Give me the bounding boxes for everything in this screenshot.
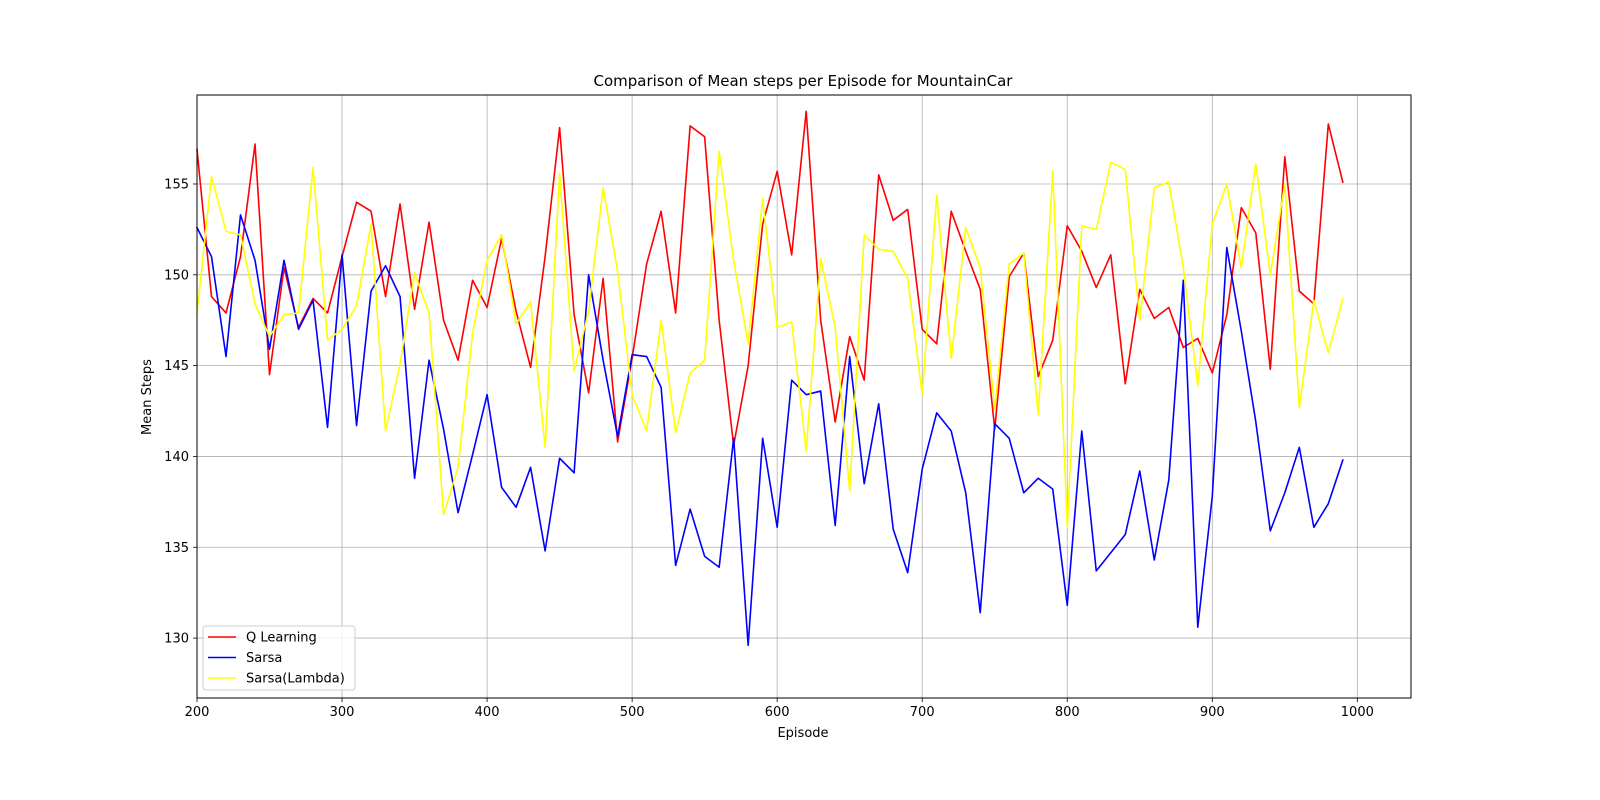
y-tick-label: 155 [164,177,189,192]
y-tick-label: 145 [164,359,189,374]
y-tick-label: 150 [164,268,189,283]
x-tick-label: 1000 [1341,705,1374,720]
x-tick-label: 700 [910,705,935,720]
series-line-sarsa-lambda [196,150,1344,529]
y-tick-label: 130 [164,632,189,647]
series-line-q-learning [196,110,1344,447]
chart-title: Comparison of Mean steps per Episode for… [594,72,1014,90]
x-tick-label: 900 [1200,705,1225,720]
series-lines [195,110,1344,647]
legend-box [202,625,356,691]
legend-label-sarsa-lambda: Sarsa(Lambda) [246,672,345,687]
x-tick-label: 400 [475,705,500,720]
x-tick-label: 300 [330,705,355,720]
legend: Q Learning Sarsa Sarsa(Lambda) [202,625,356,691]
x-tick-label: 800 [1055,705,1080,720]
x-axis-label: Episode [777,726,828,741]
plot-area-frame [196,94,1412,699]
y-axis-label: Mean Steps [140,359,155,435]
axis-ticks: 200 300 400 500 600 700 800 900 1000 130 135 140 145… [164,177,1374,720]
grid-lines [196,95,1411,698]
y-tick-label: 140 [164,450,189,465]
x-tick-label: 200 [185,705,210,720]
x-tick-label: 600 [765,705,790,720]
legend-label-q-learning: Q Learning [246,631,317,646]
legend-label-sarsa: Sarsa [246,651,282,666]
x-tick-label: 500 [620,705,645,720]
y-tick-label: 135 [164,541,189,556]
series-line-sarsa [195,214,1344,647]
